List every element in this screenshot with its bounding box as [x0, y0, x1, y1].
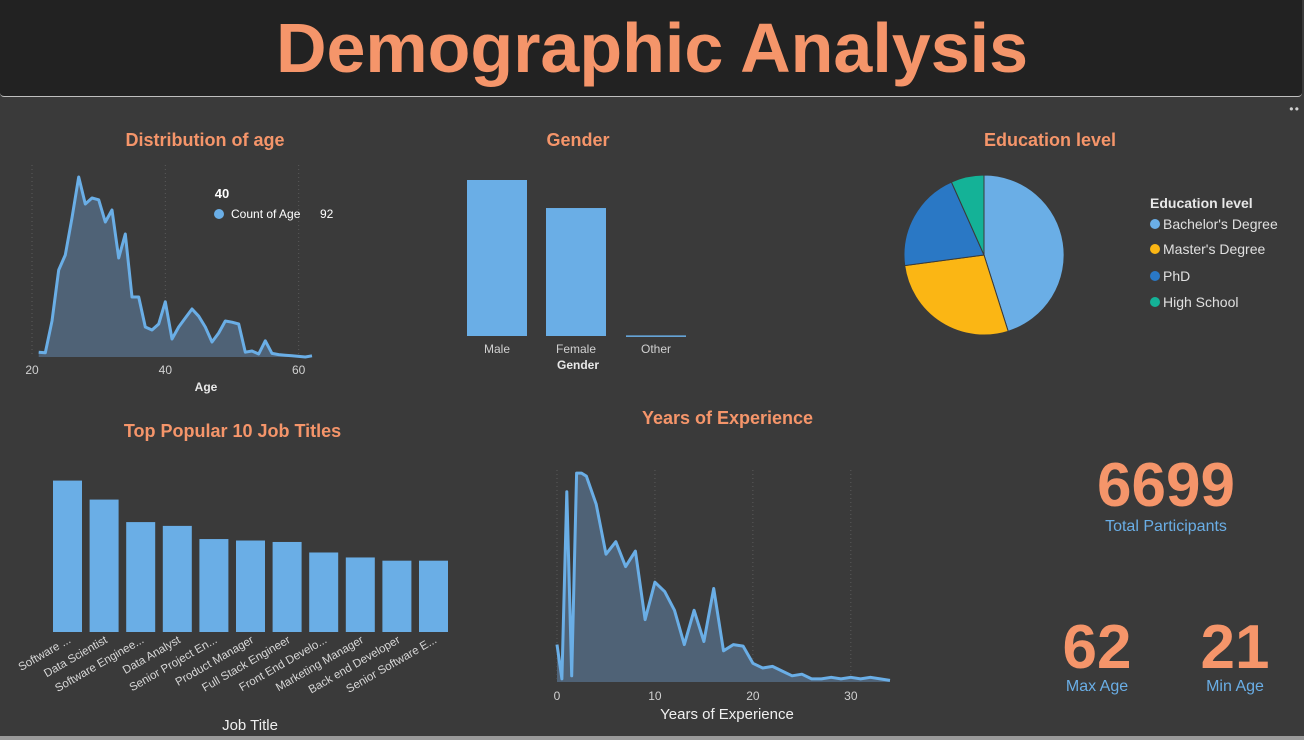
jobs-axis-label: Job Title: [222, 717, 278, 734]
gender-axis-label: Gender: [557, 358, 599, 372]
experience-tick-label: 30: [844, 689, 858, 703]
jobs-chart-title: Top Popular 10 Job Titles: [123, 421, 342, 441]
age-tooltip-x: 40: [215, 186, 229, 201]
kpi-min-age: 21 Min Age: [1170, 612, 1300, 696]
gender-category-label: Other: [641, 342, 671, 356]
page-title: Demographic Analysis: [275, 9, 1029, 87]
education-pie-slice: [950, 174, 985, 256]
legend-label: Master's Degree: [1163, 241, 1266, 257]
experience-chart-title: Years of Experience: [641, 408, 814, 428]
job-title-bar: [419, 560, 448, 632]
experience-tick-label: 10: [648, 689, 662, 703]
job-title-bar: [199, 539, 229, 632]
legend-item-phd[interactable]: PhD: [1150, 268, 1190, 284]
experience-tick-label: 0: [554, 689, 561, 703]
kpi-total-participants: 6699 Total Participants: [1066, 450, 1266, 536]
age-tick-label: 60: [292, 363, 306, 377]
legend-item-bachelors[interactable]: Bachelor's Degree: [1150, 216, 1278, 232]
kpi-total-value: 6699: [1097, 451, 1235, 520]
kpi-max-age-value: 62: [1062, 613, 1132, 682]
kpi-max-age-label: Max Age: [1065, 678, 1129, 695]
header-bar: Demographic Analysis: [0, 0, 1302, 97]
gender-bar: [546, 208, 606, 336]
legend-dot-highschool: [1150, 297, 1160, 308]
age-line: [38, 175, 313, 359]
age-tick-label: 20: [25, 363, 39, 377]
experience-tick-label: 20: [746, 689, 760, 703]
job-title-bar: [272, 541, 302, 632]
experience-axis-label: Years of Experience: [660, 706, 794, 723]
bottom-divider: [0, 736, 1304, 740]
experience-line: [555, 471, 891, 682]
kpi-max-age: 62 Max Age: [1032, 612, 1162, 696]
job-title-bar: [126, 522, 156, 632]
age-chart-title: Distribution of age: [125, 130, 285, 150]
gender-chart-title: Gender: [546, 130, 610, 150]
education-legend-title: Education level: [1150, 195, 1253, 211]
experience-area: [557, 473, 890, 682]
legend-dot-bachelors: [1150, 219, 1160, 230]
age-area: [38, 177, 312, 357]
gender-bar: [467, 180, 527, 336]
legend-label: High School: [1163, 294, 1239, 310]
legend-label: Bachelor's Degree: [1163, 216, 1278, 232]
gender-category-label: Female: [556, 342, 596, 356]
education-pie-slice: [904, 254, 1009, 336]
education-pie-slice: [903, 181, 985, 267]
age-axis-label: Age: [195, 380, 218, 394]
job-title-bar: [236, 540, 265, 632]
gender-category-label: Male: [484, 342, 510, 356]
age-tooltip-value: 92: [320, 207, 334, 221]
kpi-min-age-label: Min Age: [1206, 678, 1264, 695]
more-options-icon[interactable]: • •: [1289, 102, 1299, 116]
job-title-bar: [382, 560, 412, 632]
legend-label: PhD: [1163, 268, 1191, 284]
legend-item-masters[interactable]: Master's Degree: [1150, 241, 1265, 257]
education-pie-slice: [983, 174, 1065, 332]
gender-bar: [626, 335, 686, 337]
age-tick-label: 40: [159, 363, 173, 377]
job-title-bar: [53, 480, 82, 632]
legend-dot-phd: [1150, 271, 1160, 282]
legend-dot-masters: [1150, 244, 1160, 255]
job-title-bar: [89, 499, 119, 632]
job-title-bar: [309, 552, 339, 632]
age-tooltip-dot: [214, 209, 224, 219]
legend-item-highschool[interactable]: High School: [1150, 294, 1239, 310]
job-title-bar: [162, 525, 192, 632]
education-chart-title: Education level: [983, 130, 1117, 150]
age-tooltip-series: Count of Age: [231, 207, 301, 221]
job-title-bar: [345, 557, 375, 632]
kpi-min-age-value: 21: [1200, 613, 1270, 682]
kpi-total-label: Total Participants: [1105, 518, 1227, 535]
